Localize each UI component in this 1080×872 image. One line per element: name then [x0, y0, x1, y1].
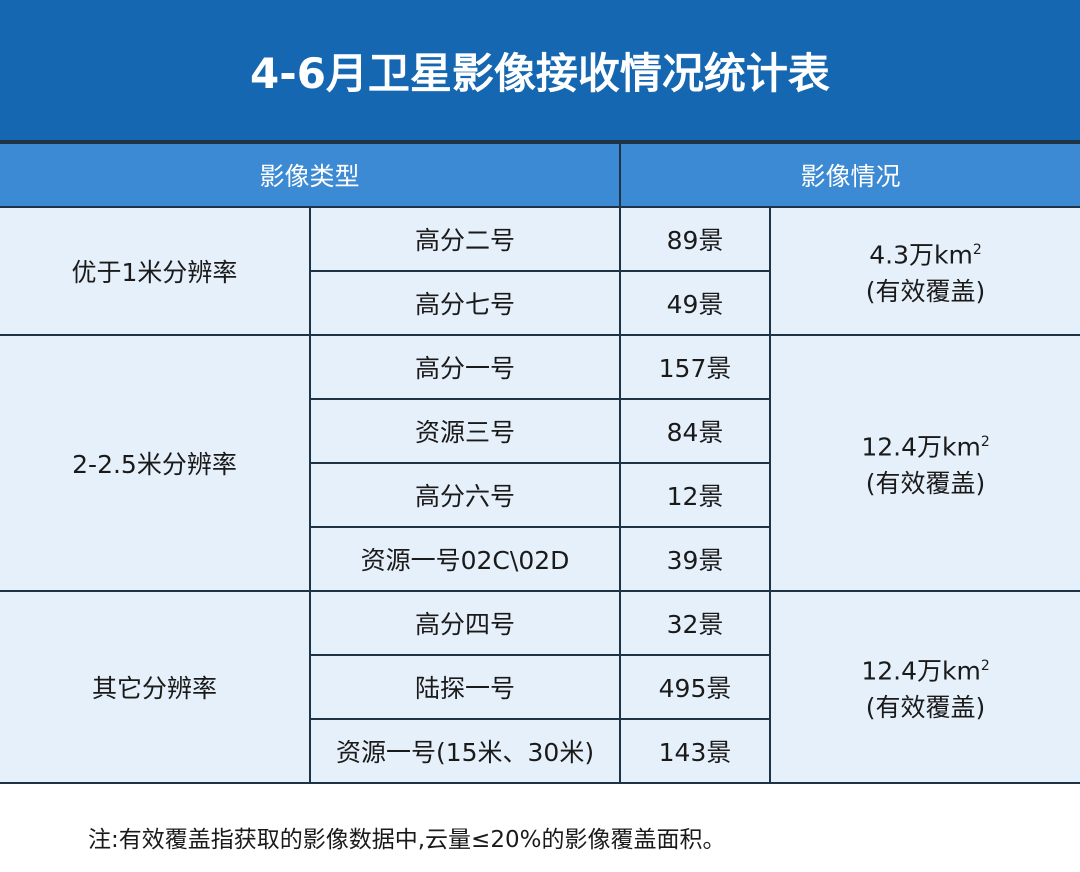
category-cell: 优于1米分辨率: [0, 206, 311, 336]
coverage-note: (有效覆盖): [865, 468, 986, 498]
row: 2-2.5米分辨率 高分一号 157景 12.4万km2 (有效覆盖): [0, 334, 1080, 592]
footnote: 注:有效覆盖指获取的影像数据中,云量≤20%的影像覆盖面积。: [88, 827, 726, 853]
coverage-unit-power: 2: [980, 434, 990, 451]
table-body: 优于1米分辨率 高分二号 89景 4.3万km2 (有效覆盖) 高分七号 49景 2-2.5米…: [0, 206, 1080, 784]
title-bar: 4-6月卫星影像接收情况统计表: [0, 0, 1080, 142]
coverage-cell: 12.4万km2 (有效覆盖): [769, 334, 1080, 592]
row: 高分七号 49景: [0, 270, 1080, 336]
coverage-amount-line: 12.4万km2: [771, 648, 1080, 689]
coverage-cell: 12.4万km2 (有效覆盖): [769, 590, 1080, 784]
count-cell: 32景: [619, 590, 772, 656]
row: 其它分辨率 高分四号 32景 12.4万km2 (有效覆盖): [0, 590, 1080, 784]
coverage-amount: 12.4万km: [861, 656, 981, 686]
row: 资源一号(15米、30米) 143景: [0, 718, 1080, 784]
count-cell: 84景: [619, 398, 771, 464]
count-cell: 157景: [619, 334, 772, 400]
count-cell: 495景: [619, 654, 771, 720]
header-cell: 影像类型: [0, 142, 622, 208]
table: 影像类型 影像情况 优于1米分辨率 高分二号 89景 4.3万km2 (有效覆盖) 高分七…: [0, 142, 1080, 784]
count-cell: 39景: [619, 526, 771, 592]
row: 资源一号02C\02D 39景: [0, 526, 1080, 592]
count-cell: 143景: [619, 718, 771, 784]
coverage-unit-power: 2: [980, 658, 990, 675]
satellite-cell: 高分七号: [310, 270, 622, 336]
satellite-cell: 高分四号: [308, 590, 622, 656]
coverage-note: (有效覆盖): [865, 692, 986, 722]
coverage-cell: 4.3万km2 (有效覆盖): [769, 206, 1080, 336]
coverage-amount-line: 4.3万km2: [771, 232, 1080, 273]
coverage-unit-power: 2: [972, 242, 982, 259]
header-cell: 影像情况: [619, 142, 1080, 208]
satellite-cell: 资源一号(15米、30米): [310, 718, 622, 784]
satellite-cell: 资源一号02C\02D: [310, 526, 622, 592]
category-cell: 其它分辨率: [0, 590, 311, 784]
coverage-note: (有效覆盖): [865, 276, 986, 306]
satellite-cell: 高分六号: [310, 462, 622, 528]
satellite-cell: 资源三号: [310, 398, 622, 464]
satellite-cell: 高分一号: [308, 334, 622, 400]
count-cell: 89景: [619, 206, 772, 272]
coverage-amount: 4.3万km: [869, 240, 973, 270]
row: 优于1米分辨率 高分二号 89景 4.3万km2 (有效覆盖): [0, 206, 1080, 336]
category-cell: 2-2.5米分辨率: [0, 334, 311, 592]
header-row: 影像类型 影像情况: [0, 142, 1080, 208]
count-cell: 49景: [619, 270, 771, 336]
row: 陆探一号 495景: [0, 654, 1080, 720]
row: 高分六号 12景: [0, 462, 1080, 528]
coverage-amount: 12.4万km: [861, 432, 981, 462]
title: 4-6月卫星影像接收情况统计表: [250, 48, 830, 98]
count-cell: 12景: [619, 462, 771, 528]
satellite-cell: 陆探一号: [310, 654, 622, 720]
coverage-amount-line: 12.4万km2: [771, 424, 1080, 465]
row: 资源三号 84景: [0, 398, 1080, 464]
satellite-cell: 高分二号: [308, 206, 622, 272]
